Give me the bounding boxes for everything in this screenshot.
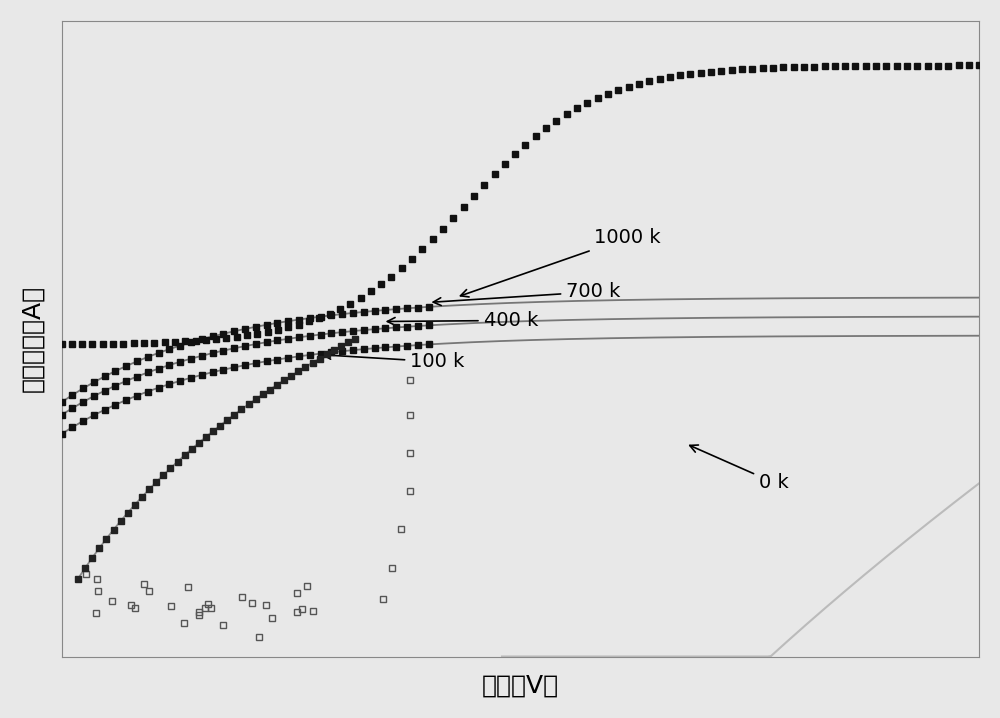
Text: 1000 k: 1000 k bbox=[460, 228, 660, 297]
Text: 700 k: 700 k bbox=[433, 282, 621, 306]
Y-axis label: 对数电流（A）: 对数电流（A） bbox=[21, 285, 45, 392]
Text: 100 k: 100 k bbox=[323, 351, 465, 371]
X-axis label: 电压（V）: 电压（V） bbox=[482, 673, 559, 697]
Text: 0 k: 0 k bbox=[690, 445, 789, 492]
Text: 400 k: 400 k bbox=[387, 311, 538, 330]
